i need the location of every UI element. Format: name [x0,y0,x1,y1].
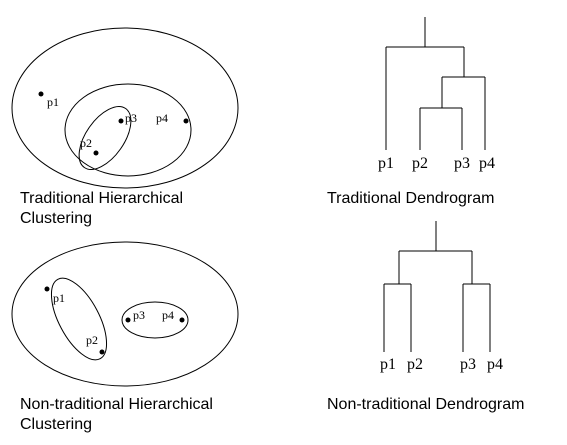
outer-cluster-ellipse [11,241,239,387]
nontraditional-dendrogram-caption: Non-traditional Dendrogram [327,396,525,413]
traditional-dendrogram [385,17,486,150]
middle-cluster-ellipse [64,83,192,177]
point-p3-dot [125,317,131,323]
point-p2-label: p2 [86,333,98,347]
outer-cluster-ellipse [11,27,239,189]
nontraditional-clustering-caption: Non-traditional Hierarchical Clustering [20,396,213,433]
leaf-p4-label: p4 [487,356,503,373]
point-p3-label: p3 [125,111,137,125]
point-p3-label: p3 [133,308,145,322]
nontraditional-clustering [11,241,239,387]
point-p4-label: p4 [156,111,168,125]
point-p1-dot [38,91,44,97]
point-p2-dot [99,349,105,355]
traditional-clustering [11,27,239,189]
inner-cluster-ellipse [78,106,132,170]
point-p4-label: p4 [162,308,174,322]
point-p1-dot [44,286,50,292]
leaf-p1-label: p1 [378,155,394,172]
cluster-p3-p4-ellipse [121,301,189,339]
leaf-p4-label: p4 [479,155,495,172]
point-p1-label: p1 [53,291,65,305]
point-p3-dot [118,118,124,124]
point-p1-label: p1 [47,95,59,109]
leaf-p1-label: p1 [380,356,396,373]
cluster-p1-p2-ellipse [50,277,108,361]
leaf-p3-label: p3 [460,356,476,373]
leaf-p2-label: p2 [407,356,423,373]
leaf-p2-label: p2 [412,155,428,172]
point-p4-dot [183,118,189,124]
leaf-p3-label: p3 [454,155,470,172]
point-p4-dot [179,317,185,323]
traditional-clustering-caption: Traditional Hierarchical Clustering [20,190,184,227]
traditional-dendrogram-caption: Traditional Dendrogram [327,190,495,207]
nontraditional-dendrogram [383,221,491,352]
point-p2-dot [93,150,99,156]
point-p2-label: p2 [80,136,92,150]
